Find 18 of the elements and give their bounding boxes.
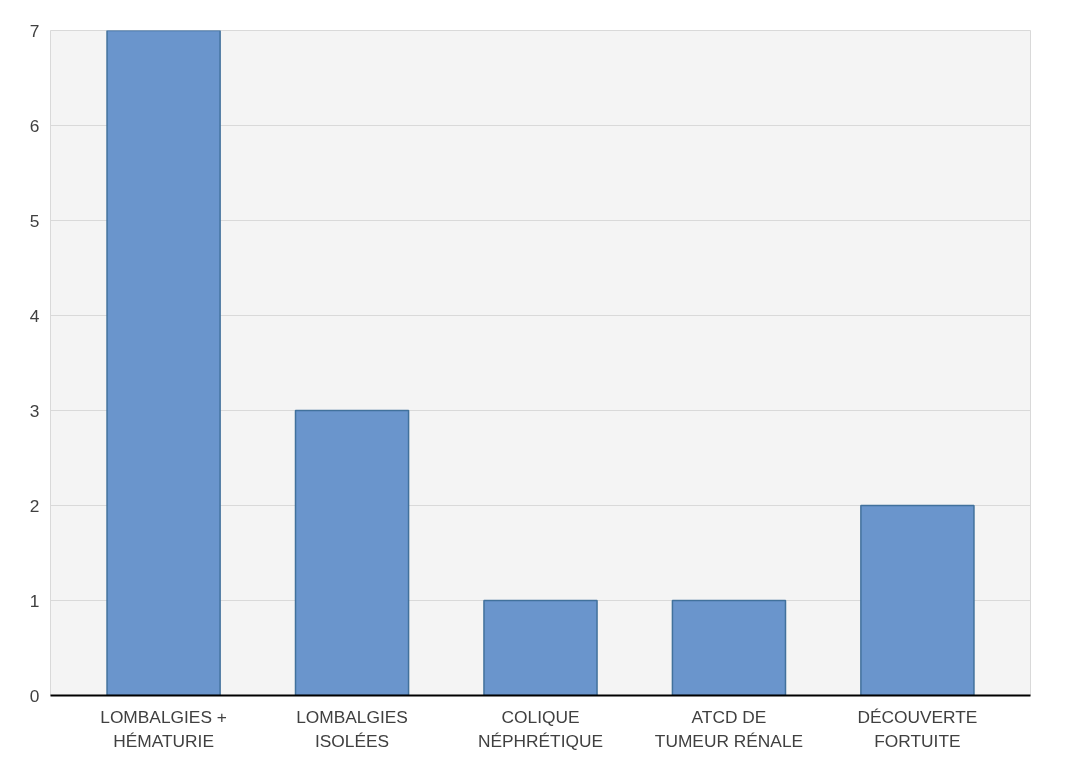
y-tick-label: 4 — [29, 305, 40, 326]
x-tick-label: DÉCOUVERTE FORTUITE — [857, 706, 978, 751]
x-tick-label: LOMBALGIES + HÉMATURIE — [100, 706, 227, 751]
y-tick-label: 3 — [29, 400, 40, 421]
y-tick-label: 2 — [29, 495, 40, 516]
bar — [106, 30, 221, 696]
bar — [671, 599, 787, 696]
y-tick-label: 5 — [29, 210, 40, 231]
x-tick-label: LOMBALGIES ISOLÉES — [296, 706, 408, 751]
y-tick-label: 0 — [29, 685, 40, 706]
y-tick-label: 6 — [29, 115, 40, 136]
y-tick-label: 1 — [29, 590, 40, 611]
bar — [483, 599, 598, 696]
x-tick-label: COLIQUE NÉPHRÉTIQUE — [477, 706, 604, 751]
bar — [860, 504, 975, 696]
x-tick-label: ATCD DE TUMEUR RÉNALE — [654, 706, 804, 751]
bar — [294, 409, 410, 696]
y-tick-label: 7 — [29, 20, 40, 41]
